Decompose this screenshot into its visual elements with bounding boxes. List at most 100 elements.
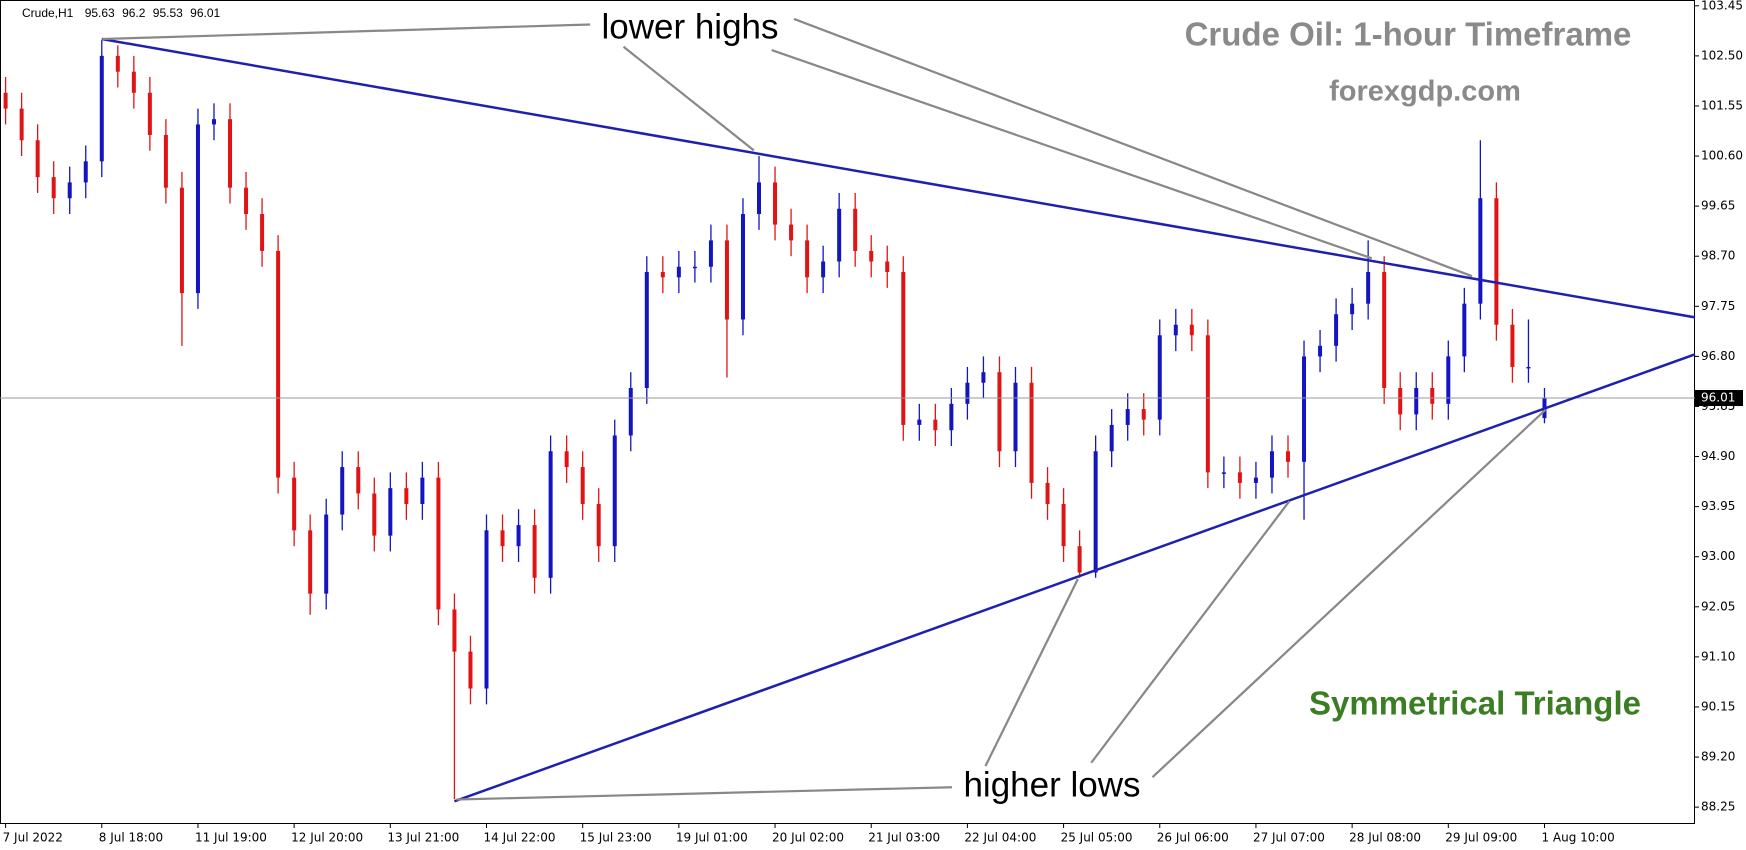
candle-body (147, 92, 152, 135)
candle-body (228, 119, 233, 188)
candle-body (1334, 314, 1339, 346)
candle-body (1205, 335, 1210, 473)
symbol-header: Crude,H1 95.63 96.2 95.53 96.01 (22, 6, 221, 20)
connector (1151, 408, 1547, 779)
candle-body (1013, 382, 1018, 452)
connector (456, 786, 953, 801)
y-tick-label: 92.05 (1701, 599, 1735, 613)
x-tick-label: 25 Jul 05:00 (1061, 831, 1133, 845)
x-tick-label: 19 Jul 01:00 (676, 831, 748, 845)
x-tick-label: 11 Jul 19:00 (195, 831, 267, 845)
candle-body (1077, 546, 1082, 573)
price-label: 96.01 (1701, 391, 1735, 405)
header-low: 95.53 (153, 6, 183, 20)
candle-body (1446, 356, 1451, 404)
candle-body (1141, 409, 1146, 420)
labels: Crude,H1 95.63 96.2 95.53 96.01 Crude Oi… (22, 6, 1641, 804)
candle-body (3, 92, 8, 109)
header-high: 96.2 (122, 6, 146, 20)
candle-body (1029, 382, 1034, 483)
chart-title: Crude Oil: 1-hour Timeframe (1185, 16, 1632, 53)
candle-body (260, 214, 265, 251)
candle-body (1318, 345, 1323, 357)
candle-body (163, 134, 168, 188)
candle-body (580, 467, 585, 504)
candle-body (628, 388, 633, 436)
candle-body (51, 177, 56, 199)
y-tick-label: 99.65 (1701, 199, 1735, 213)
y-tick-label: 93.95 (1701, 499, 1735, 513)
candle-body (789, 224, 794, 241)
candle-body (516, 525, 521, 547)
candle-body (1366, 272, 1371, 304)
candle-body (708, 240, 713, 267)
plot-area (0, 37, 1696, 803)
plot-frame (0, 0, 1695, 824)
candle-body (596, 503, 601, 547)
candle-body (179, 187, 184, 294)
candle-body (436, 477, 441, 610)
candle-body (340, 467, 345, 515)
annotation: Symmetrical Triangle (1309, 685, 1641, 722)
y-tick-label: 89.20 (1701, 750, 1735, 764)
y-tick-label: 103.45 (1701, 0, 1743, 12)
x-tick-label: 21 Jul 03:00 (868, 831, 940, 845)
candle-body (805, 240, 810, 278)
candle-body (933, 419, 938, 431)
candle-body (1125, 409, 1130, 425)
candle-body (276, 250, 281, 478)
candle-body (1510, 324, 1515, 367)
candle-body (211, 119, 216, 125)
candle-body (644, 272, 649, 389)
trendline (101, 37, 1696, 319)
candle-body (821, 261, 826, 278)
candle-body (564, 451, 569, 468)
x-tick-label: 22 Jul 04:00 (964, 831, 1036, 845)
candle-body (997, 372, 1002, 452)
y-tick-label: 90.15 (1701, 699, 1735, 713)
candle-body (308, 530, 313, 594)
candle-body (484, 530, 489, 689)
candle-body (869, 250, 874, 262)
candle-body (901, 272, 906, 425)
candle-body (83, 161, 88, 183)
y-tick-label: 93.00 (1701, 549, 1735, 563)
y-tick-label: 102.50 (1701, 48, 1743, 62)
candle-body (1382, 272, 1387, 389)
candle-body (1221, 472, 1226, 474)
candle-body (1414, 388, 1419, 415)
candle-body (1478, 198, 1483, 304)
y-tick-label: 91.10 (1701, 649, 1735, 663)
connector (771, 49, 1373, 260)
price-label-box (1695, 390, 1743, 407)
candle-body (468, 651, 473, 689)
x-tick-label: 26 Jul 06:00 (1157, 831, 1229, 845)
candle-body (356, 467, 361, 494)
y-tick-label: 101.55 (1701, 98, 1743, 112)
x-tick-label: 15 Jul 23:00 (580, 831, 652, 845)
candle-body (612, 435, 617, 547)
candle-body (853, 208, 858, 251)
candle-body (740, 214, 745, 320)
candle-body (1061, 503, 1066, 547)
candle-body (981, 372, 986, 383)
connector (1090, 500, 1291, 764)
annotation-connectors (102, 17, 1547, 801)
candle-body (885, 261, 890, 273)
candle-body (372, 493, 377, 536)
candle-body (1269, 451, 1274, 478)
candle-body (292, 477, 297, 531)
candle-body (244, 187, 249, 215)
x-tick-label: 28 Jul 08:00 (1349, 831, 1421, 845)
y-tick-label: 88.25 (1701, 800, 1735, 814)
candle-body (1189, 324, 1194, 336)
candle-body (1045, 482, 1050, 504)
candle-body (1286, 451, 1290, 462)
candle-body (1430, 388, 1435, 404)
header-open: 95.63 (85, 6, 115, 20)
y-tick-label: 100.60 (1701, 149, 1743, 163)
candle-body (1157, 335, 1162, 420)
candle-body (452, 609, 457, 652)
annotation: lower highs (601, 7, 778, 46)
candle-body (99, 55, 104, 162)
